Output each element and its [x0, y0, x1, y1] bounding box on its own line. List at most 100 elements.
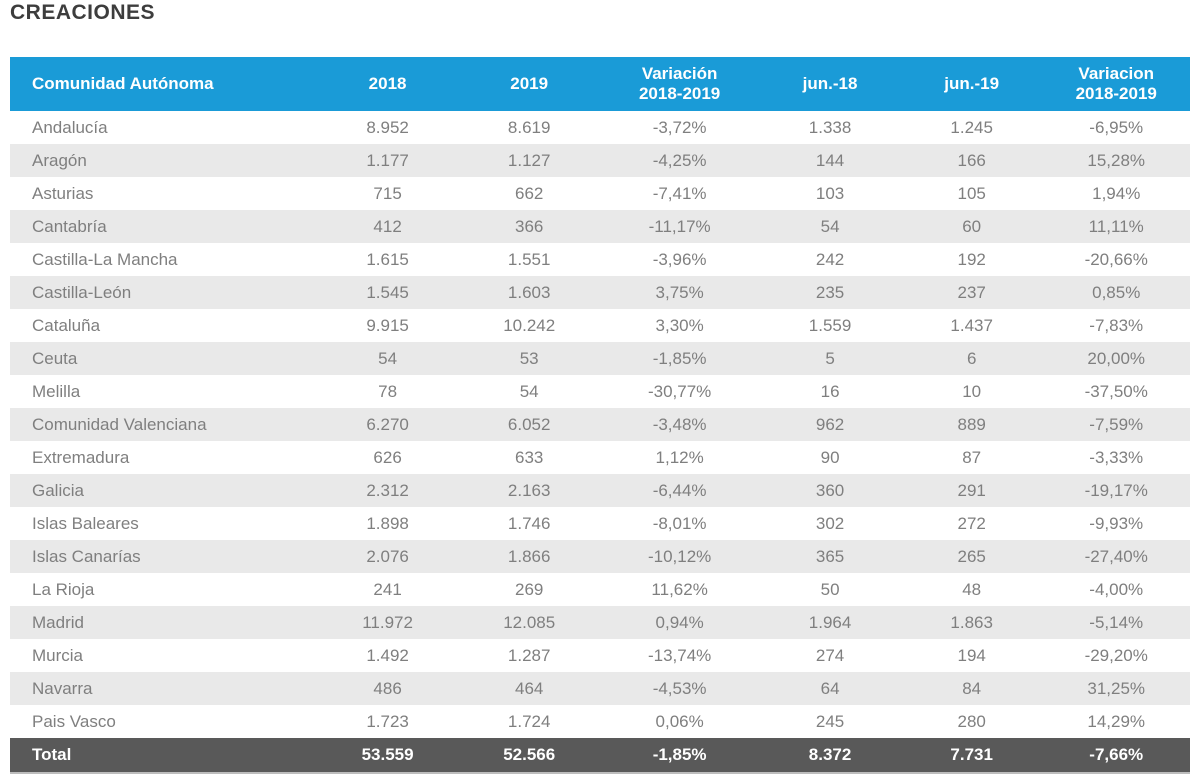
region-name: Aragón [32, 150, 87, 170]
value-variacion-junio: 20,00% [1087, 348, 1146, 368]
region-name: Cataluña [32, 315, 101, 335]
value-variacion-anual: -7,41% [652, 183, 707, 203]
value-2018: 11.972 [362, 612, 413, 632]
column-header-2019: 2019 [458, 57, 600, 111]
table-row: Islas Baleares 1.898 1.746 -8,01% 302 272 -9,9… [10, 507, 1190, 540]
value-2018: 1.615 [366, 249, 409, 269]
value-jun-18: 64 [820, 678, 840, 698]
value-variacion-junio: -27,40% [1084, 546, 1148, 566]
value-2018: 486 [373, 678, 402, 698]
region-name: Asturias [32, 183, 94, 203]
total-2018: 53.559 [316, 738, 459, 773]
creations-table: Comunidad Autónoma 2018 2019 Variación 2… [10, 57, 1190, 774]
value-2018: 1.723 [366, 711, 409, 731]
value-2019: 269 [515, 579, 544, 599]
value-variacion-anual: -4,53% [652, 678, 707, 698]
column-header-2018: 2018 [316, 57, 459, 111]
value-variacion-anual: -13,74% [647, 645, 712, 665]
table-row: Navarra 486 464 -4,53% 64 84 31,25% [10, 672, 1190, 705]
value-2018: 8.952 [366, 117, 409, 137]
value-2019: 10.242 [503, 315, 556, 335]
value-variacion-junio: 0,85% [1092, 282, 1141, 302]
table-row: Comunidad Valenciana 6.270 6.052 -3,48% 962 8… [10, 408, 1190, 441]
column-header-jun-19: jun.-19 [900, 57, 1043, 111]
value-variacion-junio: -29,20% [1084, 645, 1148, 665]
value-2019: 1.724 [507, 711, 551, 731]
table-row: Galicia 2.312 2.163 -6,44% 360 291 -19,17% [10, 474, 1190, 507]
table-row: Asturias 715 662 -7,41% 103 105 1,94% [10, 177, 1190, 210]
value-jun-18: 16 [820, 381, 840, 401]
value-variacion-anual: 3,30% [655, 315, 704, 335]
value-variacion-anual: -10,12% [647, 546, 712, 566]
region-name: Islas Canarías [32, 546, 141, 566]
value-jun-19: 265 [957, 546, 986, 566]
table-footer: Total 53.559 52.566 -1,85% 8.372 7.731 -… [10, 738, 1190, 773]
value-2019: 1.551 [507, 249, 551, 269]
table-row: Melilla 78 54 -30,77% 16 10 -37,50% [10, 375, 1190, 408]
value-variacion-anual: -6,44% [652, 480, 707, 500]
value-variacion-junio: -7,59% [1089, 414, 1144, 434]
region-name: Comunidad Valenciana [32, 414, 207, 434]
value-variacion-junio: -20,66% [1084, 249, 1148, 269]
value-variacion-anual: 0,94% [655, 612, 704, 632]
column-header-comunidad-autonoma: Comunidad Autónoma [10, 57, 317, 111]
region-name: La Rioja [32, 579, 95, 599]
value-jun-19: 84 [962, 678, 982, 698]
value-variacion-junio: 15,28% [1087, 150, 1146, 170]
table-row: Extremadura 626 633 1,12% 90 87 -3,33% [10, 441, 1190, 474]
value-variacion-junio: -7,83% [1089, 315, 1144, 335]
value-jun-18: 242 [815, 249, 845, 269]
table-row: Cantabría 412 366 -11,17% 54 60 11,11% [10, 210, 1190, 243]
value-variacion-anual: -11,17% [648, 216, 711, 236]
value-jun-19: 166 [957, 150, 986, 170]
region-name: Cantabría [32, 216, 107, 236]
value-jun-19: 60 [962, 216, 982, 236]
region-name: Pais Vasco [32, 711, 116, 731]
total-row: Total 53.559 52.566 -1,85% 8.372 7.731 -… [10, 738, 1190, 773]
value-jun-18: 1.559 [808, 315, 852, 335]
value-variacion-anual: -1,85% [652, 348, 707, 368]
table-row: La Rioja 241 269 11,62% 50 48 -4,00% [10, 573, 1190, 606]
region-name: Madrid [32, 612, 84, 632]
value-jun-19: 105 [957, 183, 986, 203]
header-row: Comunidad Autónoma 2018 2019 Variación 2… [10, 57, 1190, 111]
value-2018: 6.270 [366, 414, 409, 434]
value-2018: 715 [373, 183, 402, 203]
value-jun-19: 48 [962, 579, 982, 599]
value-variacion-anual: 11,62% [651, 579, 708, 599]
value-2018: 2.076 [366, 546, 409, 566]
total-jun-18: 8.372 [759, 738, 901, 773]
value-variacion-anual: 1,12% [655, 447, 704, 467]
table-row: Ceuta 54 53 -1,85% 5 6 20,00% [10, 342, 1190, 375]
value-variacion-anual: -8,01% [652, 513, 707, 533]
value-variacion-junio: -9,93% [1089, 513, 1144, 533]
column-header-jun-18: jun.-18 [759, 57, 901, 111]
value-2018: 412 [373, 216, 402, 236]
value-jun-19: 291 [957, 480, 986, 500]
value-jun-18: 360 [815, 480, 845, 500]
value-variacion-anual: -3,72% [652, 117, 707, 137]
table-row: Murcia 1.492 1.287 -13,74% 274 194 -29,20% [10, 639, 1190, 672]
value-2019: 662 [515, 183, 544, 203]
value-2018: 1.492 [366, 645, 409, 665]
value-2019: 1.287 [507, 645, 551, 665]
table-row: Madrid 11.972 12.085 0,94% 1.964 1.863 -5,14% [10, 606, 1190, 639]
value-jun-18: 50 [820, 579, 840, 599]
value-jun-18: 235 [815, 282, 845, 302]
value-jun-19: 192 [957, 249, 986, 269]
value-variacion-junio: 1,94% [1092, 183, 1141, 203]
value-jun-19: 10 [962, 381, 982, 401]
value-variacion-junio: 11,11% [1088, 216, 1144, 236]
value-variacion-anual: -3,48% [652, 414, 707, 434]
value-jun-19: 237 [957, 282, 986, 302]
region-name: Murcia [32, 645, 84, 665]
value-jun-19: 272 [957, 513, 986, 533]
value-2018: 241 [373, 579, 402, 599]
column-header-variacion-junio: Variacion 2018-2019 [1042, 57, 1190, 111]
value-variacion-anual: 3,75% [655, 282, 704, 302]
value-2018: 54 [378, 348, 398, 368]
page-title: CREACIONES [10, 1, 156, 24]
value-variacion-junio: 14,29% [1087, 711, 1146, 731]
value-variacion-anual: 0,06% [655, 711, 704, 731]
value-jun-18: 103 [815, 183, 845, 203]
